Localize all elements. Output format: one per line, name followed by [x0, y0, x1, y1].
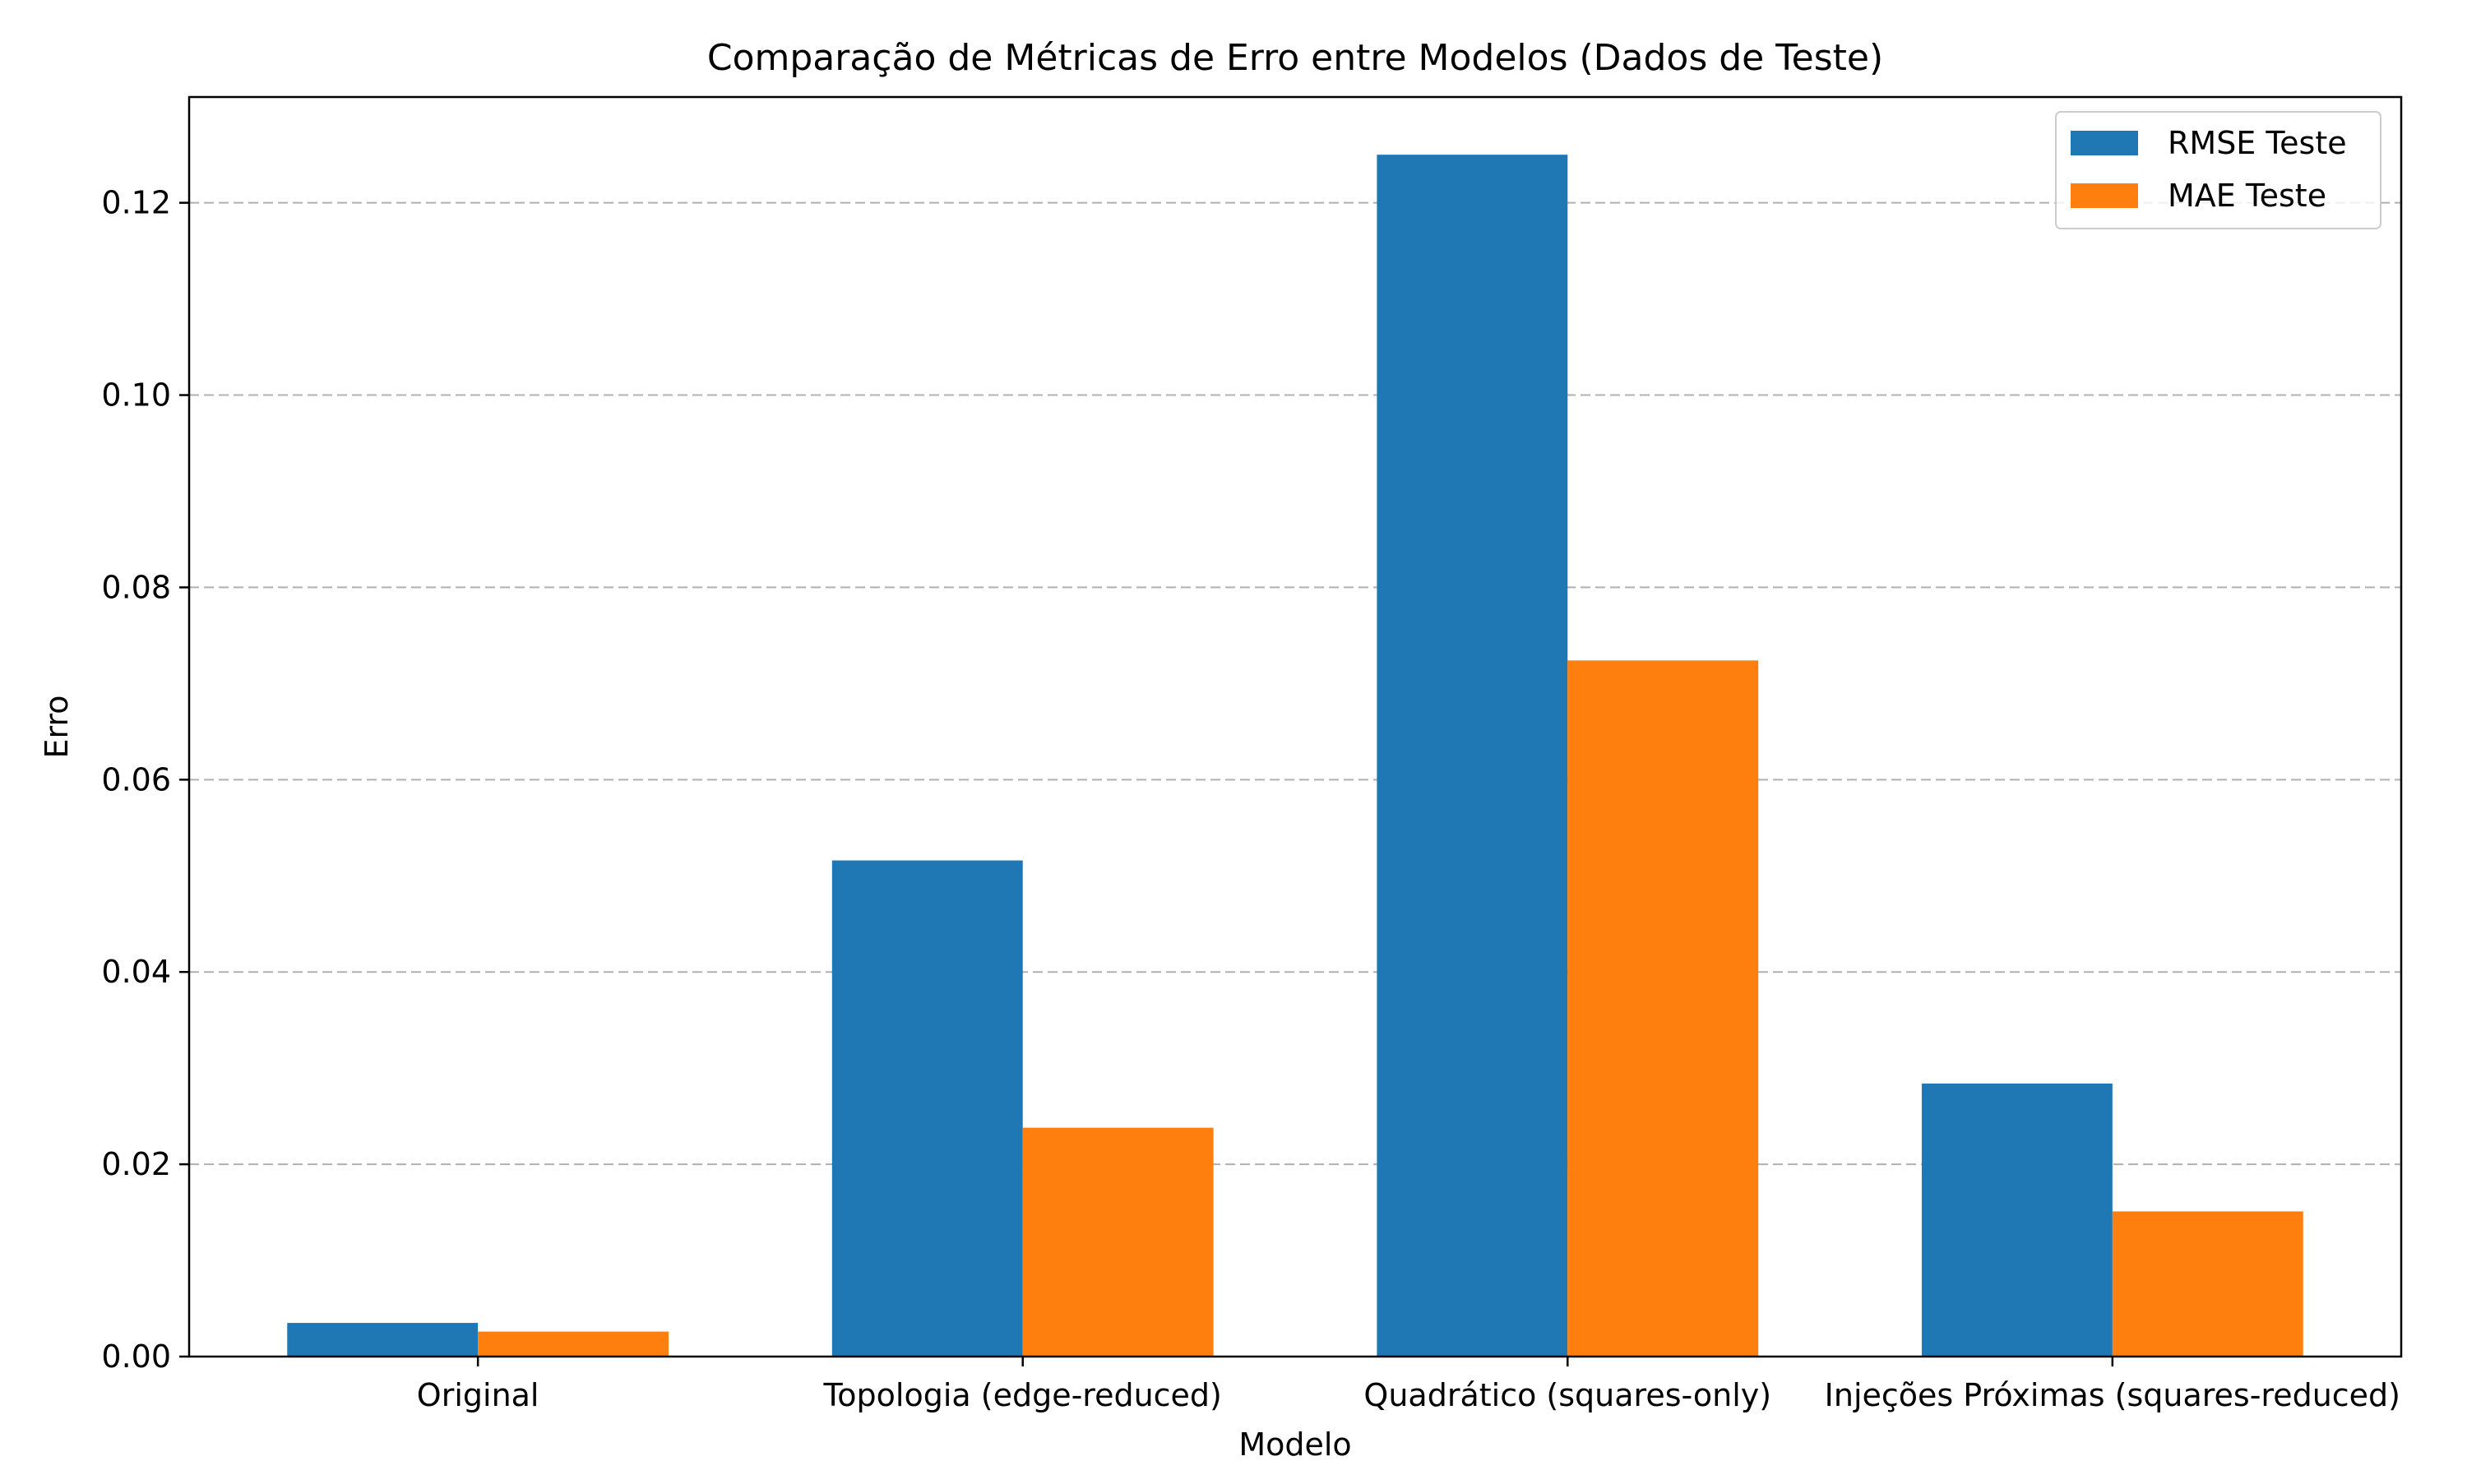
- bar-mae-teste: [2112, 1211, 2303, 1357]
- y-tick-label: 0.08: [101, 569, 171, 605]
- x-tick-label: Topologia (edge-reduced): [823, 1377, 1222, 1413]
- y-tick-label: 0.02: [101, 1146, 171, 1182]
- x-axis: Original Topologia (edge-reduced) Quadráti…: [417, 1357, 2400, 1413]
- bar-mae-teste: [478, 1331, 669, 1357]
- y-tick-label: 0.06: [101, 761, 171, 797]
- legend-label: RMSE Teste: [2168, 125, 2347, 161]
- y-tick-label: 0.00: [101, 1338, 171, 1375]
- x-axis-label: Modelo: [1238, 1426, 1351, 1463]
- legend-swatch: [2071, 131, 2138, 155]
- chart-title: Comparação de Métricas de Erro entre Mod…: [707, 37, 1883, 79]
- plot-frame: [187, 95, 2403, 1358]
- y-tick-label: 0.04: [101, 954, 171, 990]
- bar-rmse-teste: [1377, 155, 1568, 1357]
- y-tick-label: 0.10: [101, 377, 171, 414]
- y-axis: 0.00 0.02 0.04 0.06 0.08 0.10 0.12: [101, 185, 189, 1375]
- legend-label: MAE Teste: [2168, 178, 2326, 214]
- bar-rmse-teste: [287, 1323, 479, 1357]
- bar-mae-teste: [1022, 1127, 1214, 1357]
- x-tick-label: Injeções Próximas (squares-reduced): [1825, 1377, 2400, 1413]
- x-tick-label: Original: [417, 1377, 539, 1413]
- grid-lines: [189, 201, 2401, 1166]
- y-tick-label: 0.12: [101, 185, 171, 221]
- bar-rmse-teste: [831, 860, 1023, 1357]
- bar-mae-teste: [1567, 660, 1759, 1357]
- x-tick-label: Quadrático (squares-only): [1363, 1377, 1771, 1413]
- legend: RMSE Teste MAE Teste: [2055, 111, 2381, 229]
- legend-swatch: [2071, 183, 2138, 208]
- y-axis-label: Erro: [39, 695, 75, 758]
- bars: [287, 155, 2303, 1357]
- bar-rmse-teste: [1921, 1083, 2113, 1357]
